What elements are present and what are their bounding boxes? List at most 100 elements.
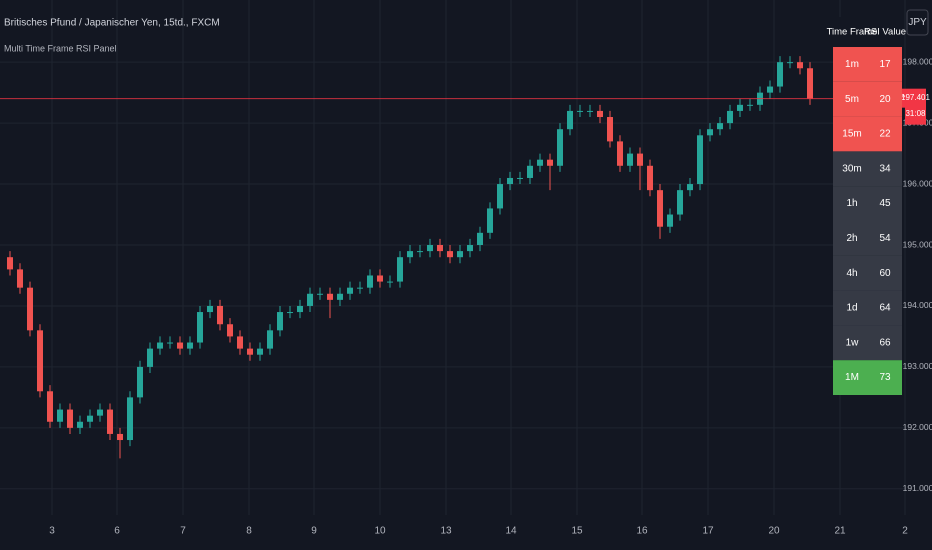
candle-body <box>397 257 403 282</box>
price-label: 197.401 <box>901 93 930 102</box>
candle-body <box>277 312 283 331</box>
candle-body <box>67 409 73 428</box>
candle-body <box>127 397 133 441</box>
time-frame-cell: 1m <box>845 59 859 70</box>
candle-body <box>257 348 263 355</box>
candle-body <box>657 190 663 227</box>
table-row <box>833 81 902 117</box>
table-row <box>833 221 902 256</box>
candle-body <box>157 342 163 349</box>
y-tick-label: 195.000 <box>903 239 932 249</box>
table-row <box>833 47 902 82</box>
candle-body <box>107 409 113 434</box>
candle-body <box>117 433 123 441</box>
rsi-value-cell: 54 <box>879 233 891 244</box>
candle-body <box>737 104 743 111</box>
table-row <box>833 116 902 152</box>
candle-body <box>337 293 343 300</box>
time-frame-cell: 1w <box>846 337 860 348</box>
rsi-value-cell: 20 <box>879 94 891 105</box>
currency-label[interactable]: JPY <box>908 17 927 28</box>
x-tick-label: 21 <box>834 526 846 537</box>
candle-body <box>647 165 653 191</box>
candle-body <box>707 129 713 136</box>
candle-body <box>297 305 303 313</box>
table-header <box>833 17 902 47</box>
y-tick-label: 192.000 <box>903 422 932 432</box>
candle-body <box>677 190 683 215</box>
x-tick-label: 15 <box>571 526 583 537</box>
candle-body <box>527 165 533 178</box>
candle-body <box>797 62 803 69</box>
candle-body <box>467 245 473 252</box>
candle-body <box>367 275 373 288</box>
candle-body <box>47 391 53 422</box>
grid <box>0 0 906 515</box>
candle-body <box>207 305 213 313</box>
candle-body <box>97 409 103 416</box>
candle-body <box>317 293 323 295</box>
candle-body <box>37 330 43 392</box>
candle-body <box>697 135 703 185</box>
candle-body <box>147 348 153 367</box>
y-tick-label: 198.000 <box>903 56 932 66</box>
candle-body <box>137 366 143 398</box>
rsi-value-cell: 66 <box>879 337 891 348</box>
candle-body <box>427 245 433 252</box>
candle-body <box>607 117 613 142</box>
candle-body <box>787 62 793 64</box>
time-frame-cell: 1d <box>846 303 857 314</box>
candle-body <box>377 275 383 282</box>
candle-body <box>327 293 333 300</box>
x-tick-label: 2 <box>902 526 908 537</box>
candle-body <box>347 287 353 294</box>
candle-body <box>287 312 293 314</box>
candle-body <box>167 342 173 344</box>
table-row <box>833 255 902 291</box>
candle-body <box>217 305 223 325</box>
rsi-value-cell: 34 <box>879 163 891 174</box>
chart-title: Britisches Pfund / Japanischer Yen, 15td… <box>4 18 220 29</box>
currency-button[interactable] <box>906 9 929 36</box>
candle-body <box>437 245 443 252</box>
candle-body <box>27 287 33 331</box>
x-tick-label: 8 <box>246 526 252 537</box>
y-tick-label: 191.000 <box>903 483 932 493</box>
x-tick-label: 17 <box>702 526 714 537</box>
candle-body <box>617 141 623 166</box>
candle-body <box>517 177 523 179</box>
overlay: 191.000 192.000 193.000 194.000 195.000 196.0… <box>0 17 932 537</box>
candle-body <box>587 110 593 112</box>
rsi-value-cell: 22 <box>879 129 891 140</box>
time-frame-cell: 5m <box>845 94 859 105</box>
candle-body <box>537 159 543 166</box>
x-tick-label: 20 <box>768 526 780 537</box>
candle-body <box>387 281 393 283</box>
table-header-cell: Time Frame <box>827 27 878 38</box>
rsi-value-cell: 60 <box>879 268 891 279</box>
x-tick-label: 14 <box>505 526 517 537</box>
candle-body <box>627 153 633 166</box>
candle-body <box>77 421 83 428</box>
time-frame-cell: 1M <box>845 372 859 383</box>
price-badge <box>905 88 926 125</box>
candle-body <box>477 232 483 246</box>
candle-body <box>187 342 193 349</box>
time-frame-cell: 15m <box>842 129 861 140</box>
x-tick-label: 7 <box>180 526 186 537</box>
y-tick-label: 194.000 <box>903 300 932 310</box>
candle-body <box>177 342 183 349</box>
candle-body <box>307 293 313 306</box>
x-tick-label: 10 <box>374 526 386 537</box>
time-frame-cell: 30m <box>842 163 861 174</box>
table-row <box>833 186 902 221</box>
candle-body <box>777 62 783 87</box>
candle-body <box>197 312 203 343</box>
x-tick-label: 6 <box>114 526 120 537</box>
candle-body <box>507 177 513 185</box>
indicator-name: Multi Time Frame RSI Panel <box>4 43 117 53</box>
candle-body <box>87 415 93 422</box>
candle-body <box>407 251 413 258</box>
time-frame-cell: 2h <box>846 233 857 244</box>
